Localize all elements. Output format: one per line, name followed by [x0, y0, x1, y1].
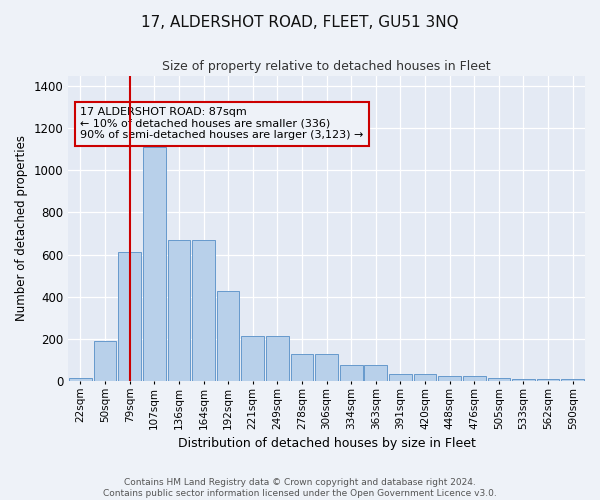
- Bar: [340, 365, 362, 381]
- Bar: [192, 240, 215, 381]
- Text: 17, ALDERSHOT ROAD, FLEET, GU51 3NQ: 17, ALDERSHOT ROAD, FLEET, GU51 3NQ: [141, 15, 459, 30]
- Bar: [414, 374, 436, 381]
- Bar: [94, 341, 116, 381]
- Bar: [364, 365, 387, 381]
- Bar: [143, 147, 166, 381]
- Bar: [290, 354, 313, 381]
- Y-axis label: Number of detached properties: Number of detached properties: [15, 136, 28, 322]
- Bar: [439, 376, 461, 381]
- Bar: [217, 292, 239, 381]
- Bar: [389, 374, 412, 381]
- Bar: [69, 378, 92, 381]
- Bar: [241, 336, 264, 381]
- Bar: [315, 354, 338, 381]
- Bar: [488, 378, 510, 381]
- Text: 17 ALDERSHOT ROAD: 87sqm
← 10% of detached houses are smaller (336)
90% of semi-: 17 ALDERSHOT ROAD: 87sqm ← 10% of detach…: [80, 107, 364, 140]
- Bar: [167, 240, 190, 381]
- Title: Size of property relative to detached houses in Fleet: Size of property relative to detached ho…: [162, 60, 491, 73]
- Bar: [266, 336, 289, 381]
- Bar: [118, 252, 141, 381]
- Bar: [512, 379, 535, 381]
- Bar: [463, 376, 485, 381]
- X-axis label: Distribution of detached houses by size in Fleet: Distribution of detached houses by size …: [178, 437, 476, 450]
- Text: Contains HM Land Registry data © Crown copyright and database right 2024.
Contai: Contains HM Land Registry data © Crown c…: [103, 478, 497, 498]
- Bar: [562, 379, 584, 381]
- Bar: [537, 379, 559, 381]
